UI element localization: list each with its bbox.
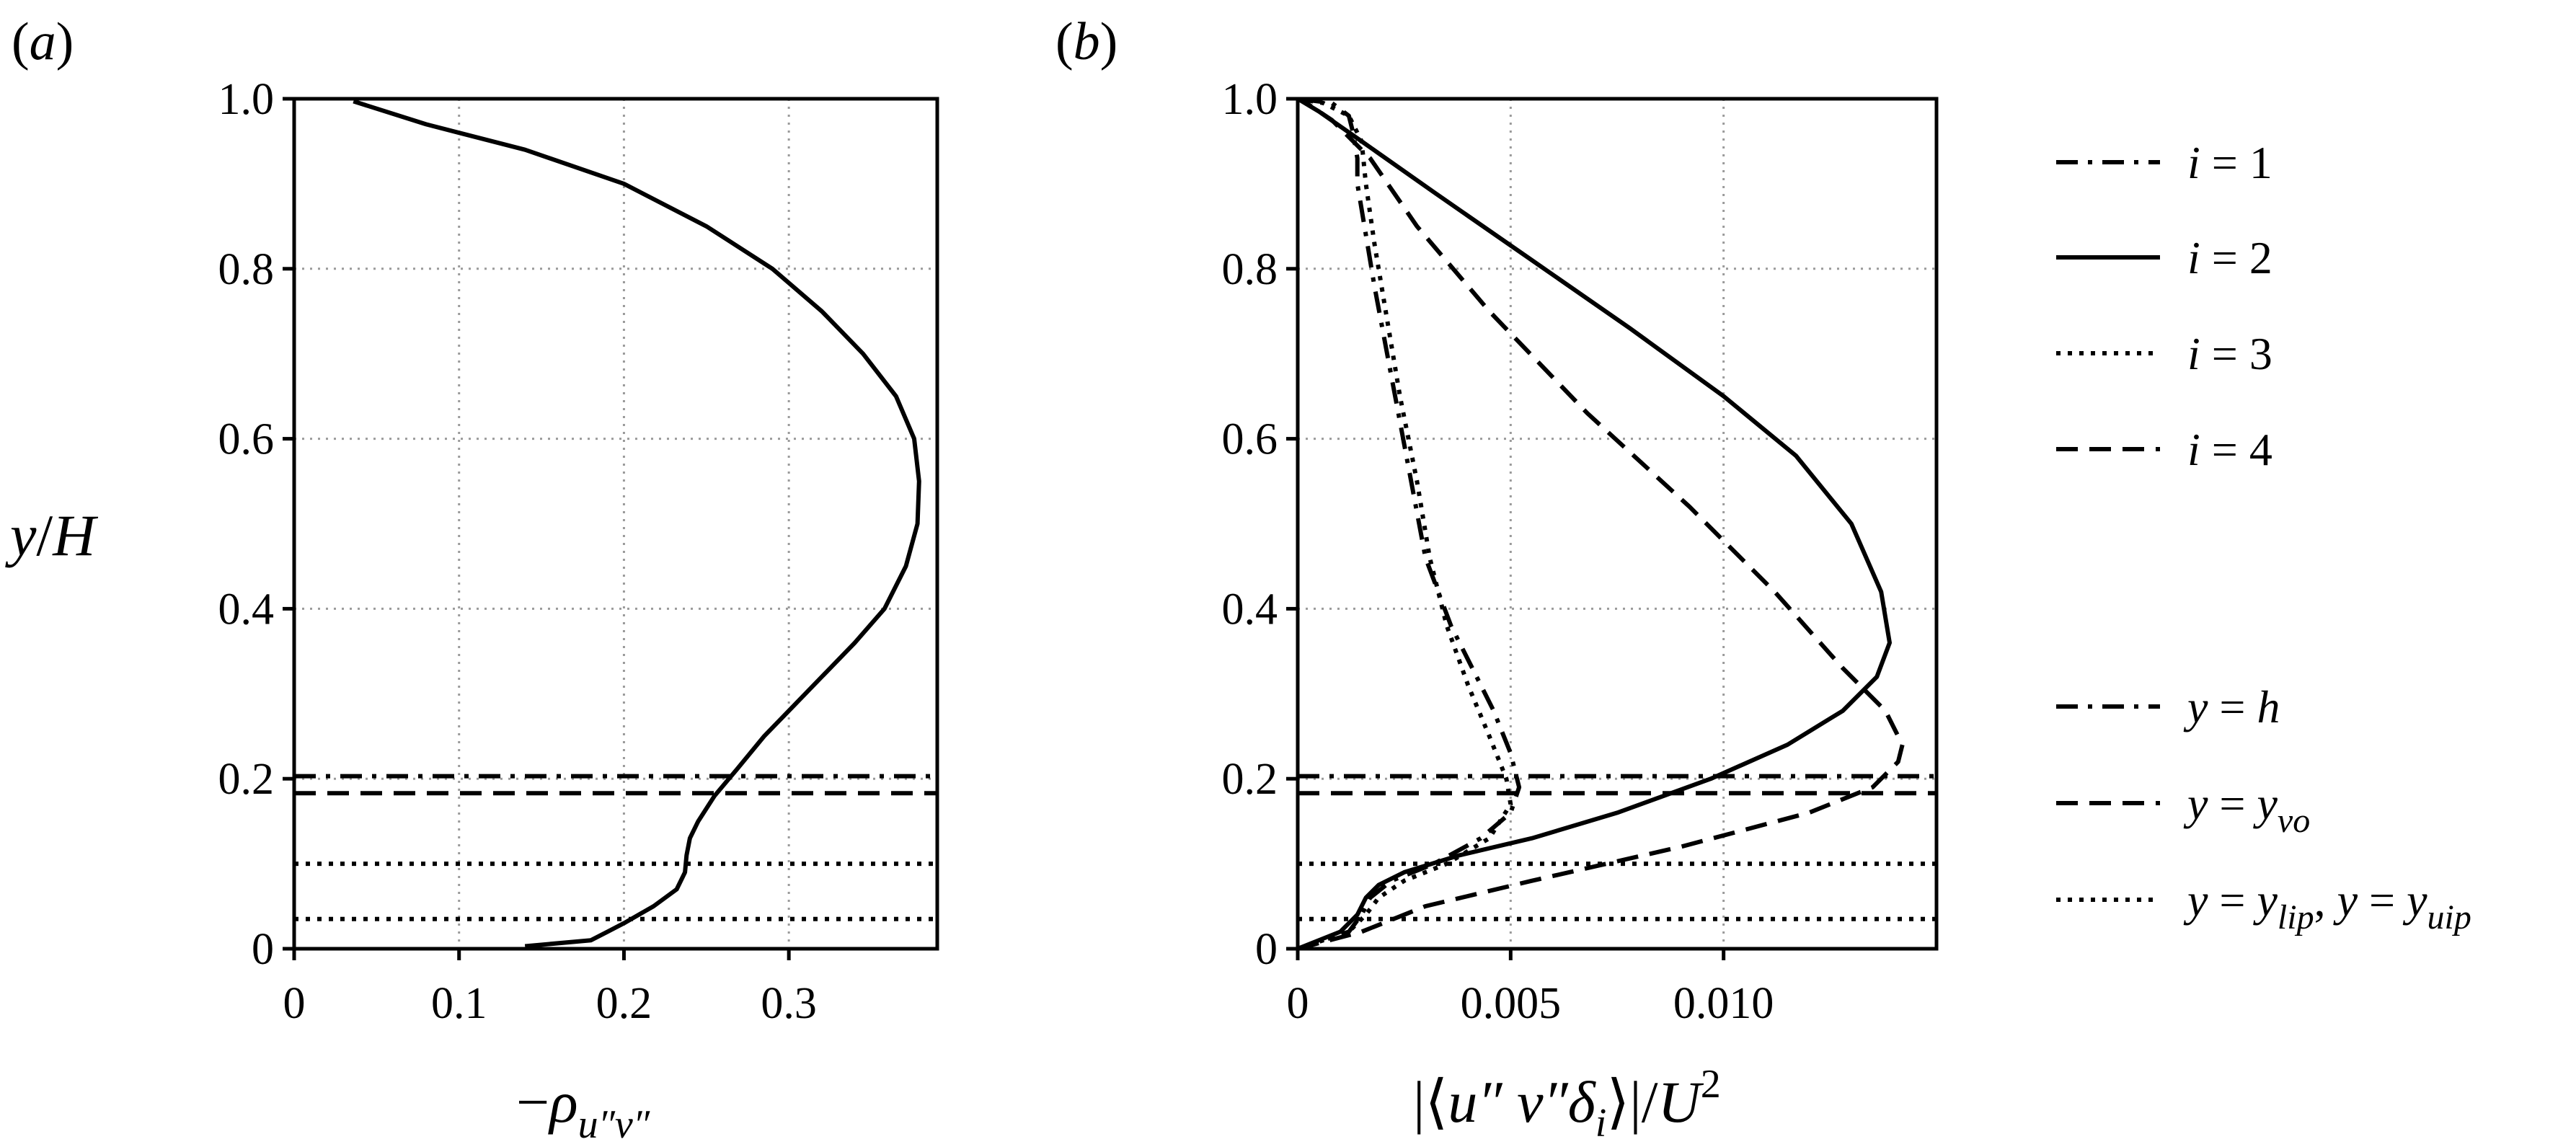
panel-a: 0 0.1 0.2 0.3 0 0.2 0.4 0.6 0.8 1.0 (a) y/H −ρu″v″ — [5, 12, 939, 1147]
x-tick-label: 0.3 — [761, 979, 817, 1028]
y-tick-label: 0.4 — [218, 585, 275, 634]
y-tick-label: 0 — [1255, 925, 1278, 974]
plot-area — [294, 99, 937, 949]
y-tick-label: 0.2 — [218, 755, 275, 804]
legend-label: y = ylip, y = yuip — [2183, 874, 2471, 936]
x-tick-label: 0.005 — [1461, 979, 1562, 1028]
y-axis-label: y/H — [5, 502, 98, 568]
legend-label: y = yvo — [2183, 778, 2310, 840]
legend: i = 1 i = 2 i = 3 i = 4 y = h y = yvo y = ylip… — [2056, 137, 2471, 936]
plot-area — [1298, 99, 1937, 949]
series-line — [353, 99, 921, 949]
legend-label: i = 4 — [2187, 424, 2272, 475]
series-line-i3 — [1298, 99, 1513, 949]
legend-label: y = h — [2183, 681, 2280, 732]
y-tick-label: 0 — [252, 925, 274, 974]
legend-label: i = 2 — [2187, 232, 2272, 283]
legend-label: i = 3 — [2187, 328, 2272, 379]
x-tick-label: 0.010 — [1673, 979, 1774, 1028]
x-axis-label: |⟨u″ v″δi⟩|/U2 — [1413, 1062, 1721, 1146]
panel-label: (b) — [1055, 12, 1117, 71]
y-tick-label: 0.2 — [1222, 755, 1278, 804]
series-line-i1 — [1298, 99, 1522, 949]
y-tick-label: 0.6 — [1222, 415, 1278, 464]
panel-label: (a) — [12, 12, 74, 71]
y-tick-label: 0.8 — [218, 245, 275, 294]
series-line-i4 — [1298, 99, 1905, 949]
y-tick-label: 0.4 — [1222, 585, 1278, 634]
y-tick-label: 0.6 — [218, 415, 275, 464]
y-tick-label: 1.0 — [1222, 75, 1278, 124]
y-tick-label: 0.8 — [1222, 245, 1278, 294]
series-line-i2 — [1298, 99, 1892, 949]
panel-b: 0 0.005 0.010 0 0.2 0.4 0.6 0.8 1.0 (b) |⟨u″ v″δi⟩… — [1055, 12, 1939, 1146]
x-axis-label: −ρu″v″ — [516, 1069, 650, 1147]
x-tick-label: 0 — [1287, 979, 1309, 1028]
x-tick-label: 0.1 — [431, 979, 487, 1028]
x-tick-label: 0 — [283, 979, 306, 1028]
legend-label: i = 1 — [2187, 137, 2272, 188]
axes-frame — [1296, 97, 1939, 951]
axes-frame — [292, 97, 939, 951]
y-tick-label: 1.0 — [218, 75, 275, 124]
x-tick-label: 0.2 — [596, 979, 652, 1028]
